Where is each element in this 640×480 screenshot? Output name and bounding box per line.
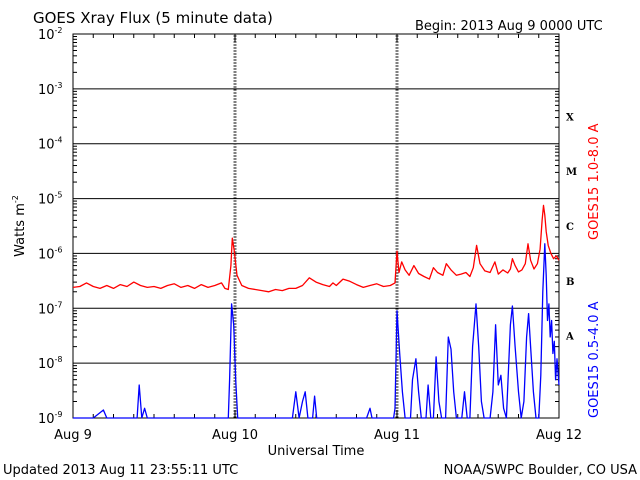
begin-time: Begin: 2013 Aug 9 0000 UTC	[415, 19, 603, 34]
y-axis-label: Watts m-2	[11, 195, 28, 257]
series-line-short	[73, 243, 560, 419]
plot-frame	[72, 33, 560, 419]
legend-series-long: GOES15 1.0-8.0 A	[587, 123, 602, 240]
flare-class-x: X	[566, 112, 574, 123]
flare-class-c: C	[566, 222, 574, 233]
x-axis-ticks: Aug 9 Aug 10 Aug 11 Aug 12	[54, 428, 582, 443]
y-tick-label: 10-2	[38, 26, 63, 43]
x-tick-label: Aug 9	[54, 428, 92, 443]
series-line-long	[72, 204, 560, 293]
x-axis-label: Universal Time	[268, 444, 365, 459]
grid-lines	[72, 34, 560, 418]
y-tick-label: 10-5	[38, 191, 63, 208]
series-lines	[72, 204, 560, 419]
y-axis-label-text: Watts m	[13, 203, 28, 257]
y-axis-label-sup: -2	[11, 195, 20, 203]
flare-class-m: M	[566, 167, 577, 178]
flare-class-labels: A B C M X	[565, 112, 577, 342]
legend-series-short: GOES15 0.5-4.0 A	[587, 301, 602, 418]
x-tick-label: Aug 11	[374, 428, 420, 443]
y-tick-label: 10-6	[38, 245, 63, 262]
y-tick-label: 10-9	[38, 410, 63, 427]
y-tick-label: 10-3	[38, 81, 63, 98]
credit: NOAA/SWPC Boulder, CO USA	[444, 463, 637, 478]
y-tick-label: 10-7	[38, 300, 63, 317]
flare-class-b: B	[566, 277, 574, 288]
x-tick-label: Aug 12	[536, 428, 582, 443]
y-axis-ticks: 10-9 10-8 10-7 10-6 10-5 10-4 10-3 10-2	[38, 26, 63, 427]
updated-time: Updated 2013 Aug 11 23:55:11 UTC	[3, 463, 238, 478]
y-tick-label: 10-8	[38, 355, 63, 372]
y-tick-label: 10-4	[38, 136, 63, 153]
chart-title: GOES Xray Flux (5 minute data)	[33, 9, 273, 27]
flare-class-a: A	[565, 332, 574, 343]
svg-text:Watts m-2: Watts m-2	[11, 195, 28, 257]
x-tick-label: Aug 10	[212, 428, 258, 443]
